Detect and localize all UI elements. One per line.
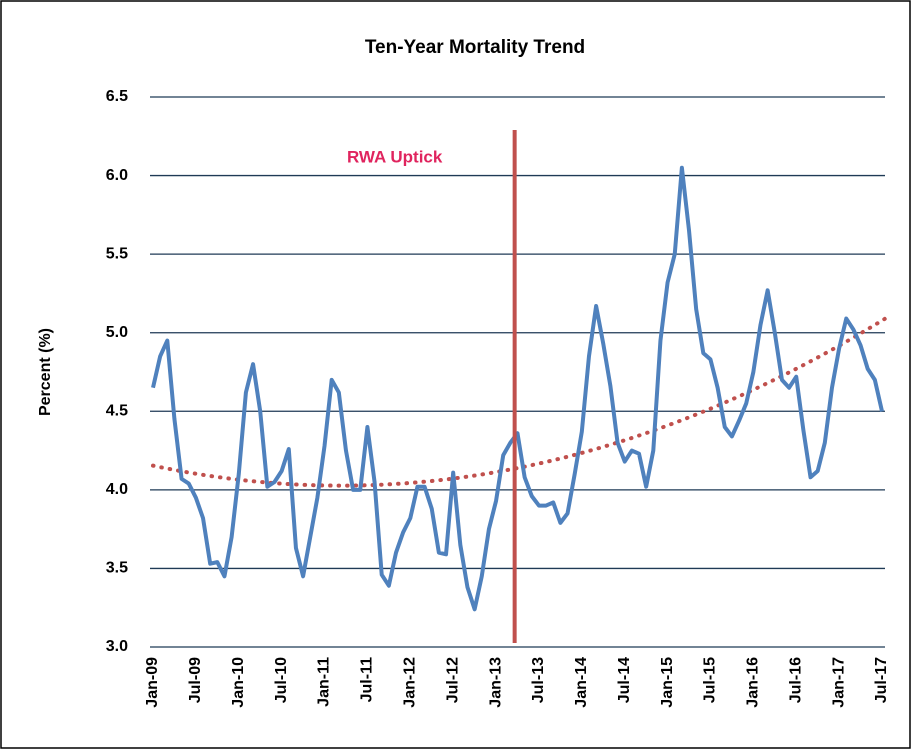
- x-tick-label: Jul-17: [873, 657, 890, 703]
- y-tick-label: 5.5: [106, 245, 128, 262]
- trendline: [151, 316, 888, 488]
- x-tick-label: Jul-13: [530, 657, 547, 703]
- x-tick-label: Jan-11: [316, 657, 333, 707]
- x-tick-label: Jan-12: [402, 657, 419, 708]
- x-tick-label: Jan-10: [230, 657, 247, 708]
- x-tick-label: Jul-12: [444, 657, 461, 703]
- x-tick-label: Jan-15: [659, 657, 676, 708]
- y-axis-title: Percent (%): [37, 328, 54, 416]
- y-tick-label: 4.0: [106, 481, 128, 498]
- x-tick-label: Jul-14: [616, 657, 633, 703]
- y-tick-label: 3.5: [106, 560, 128, 577]
- annotation: RWA Uptick: [347, 147, 443, 166]
- x-tick-label: Jul-09: [187, 657, 204, 703]
- x-tick-label: Jul-15: [702, 657, 719, 703]
- y-tick-label: 3.0: [106, 638, 128, 655]
- y-tick-label: 6.0: [106, 167, 128, 184]
- y-tick-label: 6.5: [106, 88, 128, 105]
- series-line: [151, 165, 884, 612]
- x-tick-label: Jan-17: [830, 657, 847, 708]
- x-tick-label: Jan-16: [745, 657, 762, 708]
- chart-title: Ten-Year Mortality Trend: [365, 37, 585, 58]
- x-tick-label: Jul-11: [359, 657, 376, 702]
- x-tick-label: Jul-10: [273, 657, 290, 703]
- x-tick-label: Jul-16: [787, 657, 804, 703]
- x-tick-label: Jan-09: [144, 657, 161, 708]
- y-tick-label: 4.5: [106, 403, 128, 420]
- y-tick-label: 5.0: [106, 324, 128, 341]
- x-tick-label: Jan-14: [573, 657, 590, 708]
- x-tick-label: Jan-13: [487, 657, 504, 708]
